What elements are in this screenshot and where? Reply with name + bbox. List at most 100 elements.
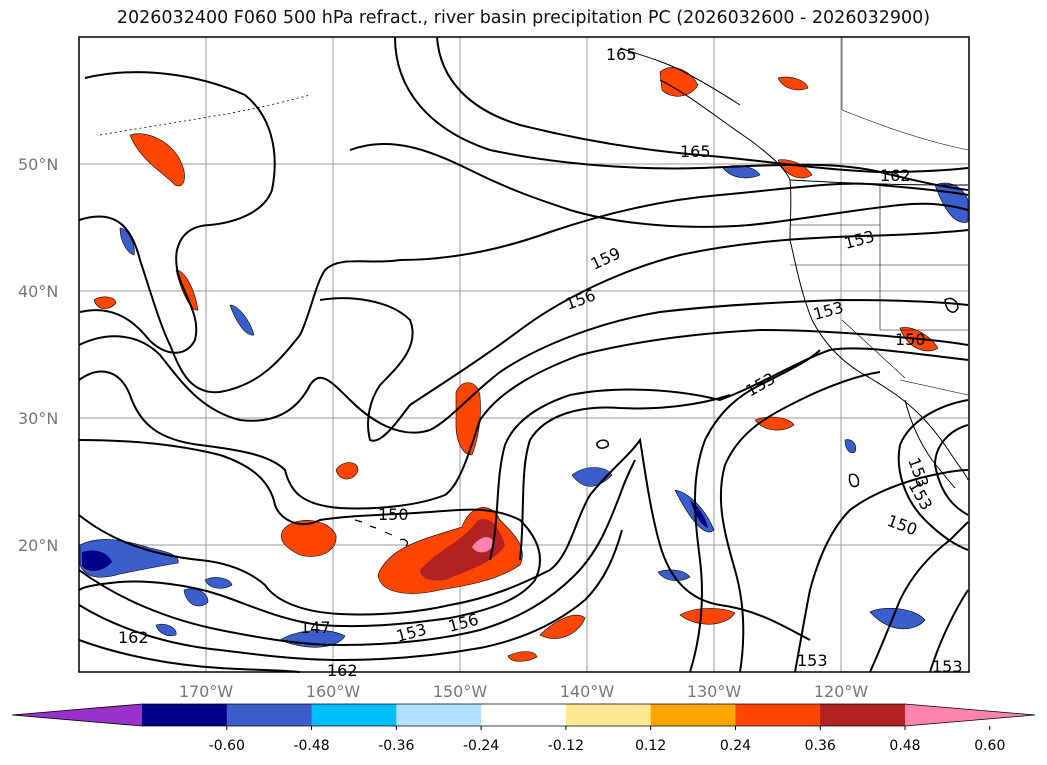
- latitude-labels: 50°N 40°N 30°N 20°N: [18, 155, 58, 555]
- colorbar-tick-label: -0.48: [293, 738, 329, 754]
- contour-label: 153: [797, 651, 828, 670]
- colorbar-segment: [820, 704, 906, 726]
- lat-label: 30°N: [18, 409, 58, 428]
- precip-patch-negative: [155, 623, 177, 637]
- precip-patch-positive: [539, 614, 586, 639]
- lon-label: 120°W: [814, 682, 869, 701]
- colorbar-tick-label: -0.60: [209, 738, 245, 754]
- coastline-alaska: [619, 47, 741, 106]
- lon-label: 130°W: [687, 682, 742, 701]
- contour-line: [78, 328, 969, 510]
- contour-line: [794, 469, 969, 673]
- lon-label: 140°W: [560, 682, 615, 701]
- contour-label: 147: [300, 618, 331, 637]
- state-border: [790, 224, 968, 266]
- precip-patch-positive: [679, 608, 736, 625]
- contour-line: [933, 424, 969, 516]
- country-border-mexico: [899, 379, 969, 396]
- hawaii-islands: [354, 519, 409, 547]
- contour-line: [319, 229, 969, 442]
- colorbar-segment: [650, 704, 736, 726]
- aleutian-islands: [99, 94, 311, 136]
- contour-line: [78, 639, 301, 673]
- lon-label: 150°W: [433, 682, 488, 701]
- precip-patch-positive: [507, 651, 538, 662]
- contour-label: 153: [932, 657, 963, 676]
- contour-label: 162: [118, 628, 149, 647]
- contour-label: 150: [895, 330, 926, 349]
- colorbar-segment: [735, 704, 821, 726]
- contour-line: [78, 439, 541, 628]
- contour-line: [719, 371, 881, 673]
- contour-line: [869, 521, 969, 673]
- lat-label: 40°N: [18, 282, 58, 301]
- colorbar-tick-label: 0.12: [635, 738, 666, 754]
- contour-line: [78, 182, 969, 394]
- contour-line: [349, 142, 969, 228]
- state-border: [790, 264, 968, 331]
- precip-patch-negative: [204, 577, 233, 589]
- lat-label: 20°N: [18, 536, 58, 555]
- colorbar-segment: [481, 704, 567, 726]
- contour-label: 165: [680, 142, 711, 161]
- lon-label: 160°W: [306, 682, 361, 701]
- colorbar-extend-high: [905, 704, 1035, 726]
- contour-line: [944, 297, 959, 313]
- contour-line: [79, 71, 276, 354]
- precip-patch-peak: [472, 537, 494, 553]
- precip-patch-positive: [777, 76, 809, 91]
- contour-line: [78, 459, 636, 647]
- contour-line: [489, 347, 969, 561]
- precip-patch-negative-core: [82, 550, 112, 571]
- contour-line: [689, 349, 821, 673]
- precip-patch-negative: [869, 607, 926, 630]
- precip-patch-positive: [175, 269, 199, 311]
- contour-line: [848, 473, 860, 488]
- precip-patch-negative: [229, 304, 255, 336]
- colorbar-segment: [311, 704, 397, 726]
- colorbar: -0.60 -0.48 -0.36 -0.24 -0.12 0.12 0.24 0.36 0.4…: [11, 703, 1036, 754]
- contour-line: [897, 399, 969, 551]
- contour-line: [394, 36, 969, 191]
- colorbar-tick-label: 0.48: [889, 738, 920, 754]
- precip-patch-positive: [129, 133, 185, 187]
- colorbar-tick-label: 0.60: [974, 738, 1005, 754]
- precip-patch-core: [420, 519, 505, 581]
- contour-label: 165: [606, 45, 637, 64]
- map-background: [79, 37, 969, 672]
- contour-label: 162: [880, 166, 911, 185]
- longitude-labels: 170°W 160°W 150°W 140°W 130°W 120°W: [179, 682, 869, 701]
- colorbar-segment: [142, 704, 228, 726]
- contour-line: [78, 298, 969, 434]
- colorbar-tick-label: -0.24: [463, 738, 499, 754]
- height-contours: [78, 36, 969, 673]
- precip-patch-negative: [844, 439, 857, 453]
- contour-line: [596, 439, 610, 449]
- colorbar-tick-label: 0.36: [805, 738, 836, 754]
- contour-line: [929, 589, 969, 673]
- country-border: [841, 109, 969, 151]
- coastline-gulf-california: [904, 399, 956, 489]
- precip-patch-negative: [119, 227, 135, 256]
- contour-label: 162: [327, 661, 358, 680]
- colorbar-segment: [396, 704, 482, 726]
- colorbar-tick-label: -0.36: [378, 738, 414, 754]
- coastline-north-america: [659, 79, 969, 481]
- contour-line: [78, 437, 811, 641]
- precip-patch-positive: [281, 520, 337, 557]
- map-title: 2026032400 F060 500 hPa refract., river …: [116, 8, 931, 28]
- contour-label: 150: [378, 505, 409, 524]
- colorbar-tick-label: -0.12: [548, 738, 584, 754]
- precip-patch-positive: [335, 462, 359, 480]
- colorbar-segment: [565, 704, 652, 726]
- contour-line: [519, 394, 731, 561]
- colorbar-extend-low: [12, 704, 142, 726]
- map-frame: [78, 36, 970, 673]
- colorbar-tick-label: 0.24: [720, 738, 751, 754]
- colorbar-segment: [226, 704, 313, 726]
- lat-label: 50°N: [18, 155, 58, 174]
- lon-label: 170°W: [179, 682, 234, 701]
- colorbar-outline: [11, 703, 1036, 727]
- precip-anomaly-patches: [79, 67, 969, 662]
